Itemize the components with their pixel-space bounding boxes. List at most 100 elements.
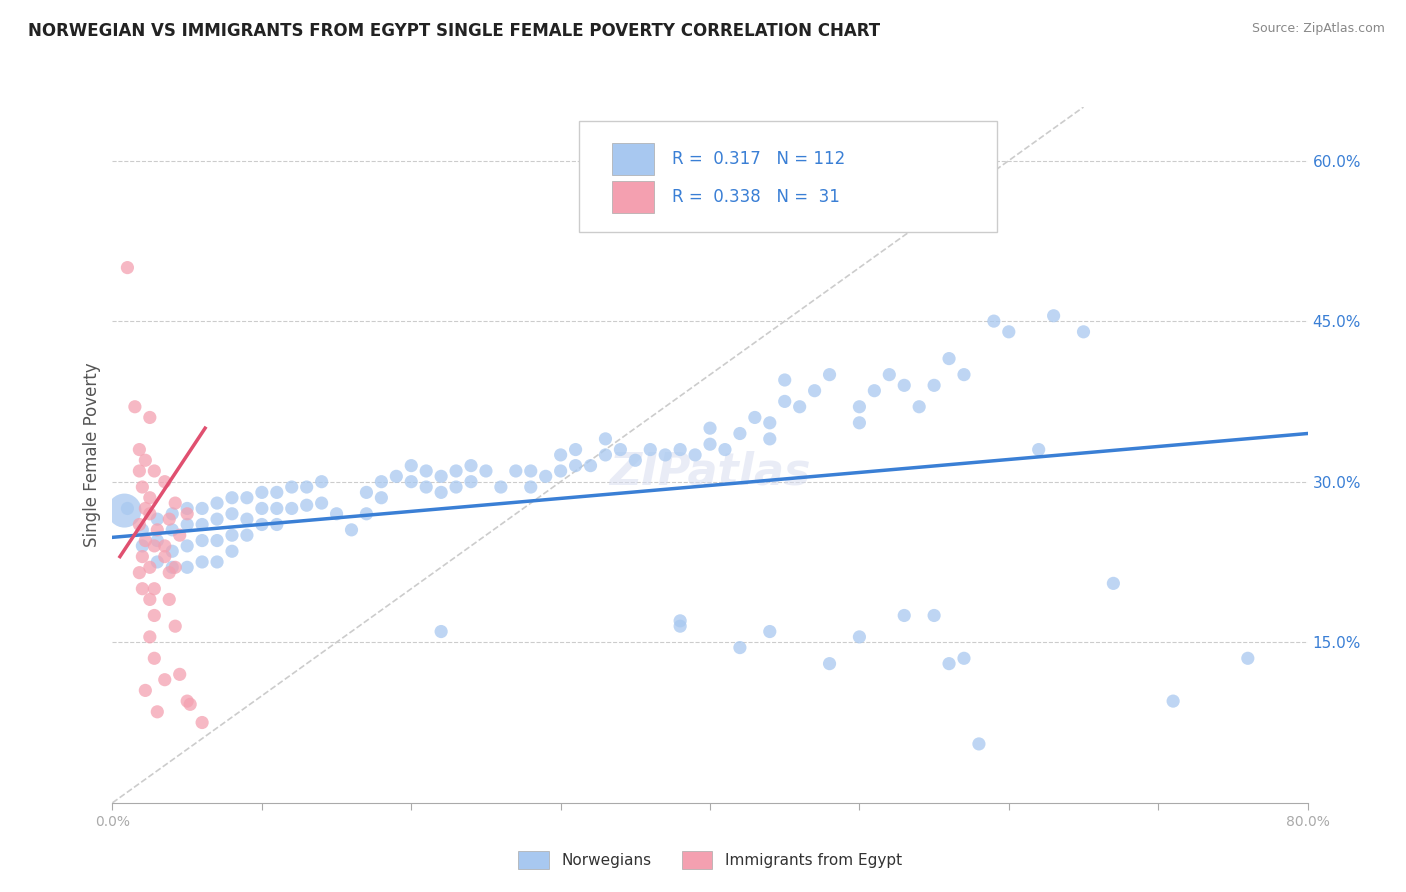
Point [153,549,176,564]
Point [281,501,304,516]
Point [162,523,183,537]
Point [848,400,870,414]
Point [250,517,273,532]
Point [146,555,169,569]
Point [169,667,191,681]
Point [430,624,453,639]
Point [773,373,796,387]
Point [998,325,1021,339]
Point [759,624,782,639]
Point [564,458,586,473]
Point [460,458,482,473]
Point [176,694,198,708]
Point [131,582,153,596]
Point [669,614,692,628]
Point [176,560,198,574]
Point [131,523,153,537]
FancyBboxPatch shape [579,121,997,232]
Point [370,491,392,505]
Point [311,475,333,489]
Point [139,507,162,521]
Point [893,378,915,392]
Point [146,705,169,719]
Point [550,448,572,462]
Point [669,442,692,457]
Point [714,442,737,457]
Point [191,555,214,569]
Point [117,260,139,275]
Point [922,378,945,392]
Point [654,448,676,462]
Point [124,400,146,414]
Point [759,432,782,446]
Point [953,651,976,665]
Point [803,384,825,398]
Point [356,485,378,500]
Point [1237,651,1260,665]
Bar [612,144,654,175]
Point [117,501,139,516]
Point [967,737,990,751]
Point [699,437,721,451]
Point [863,384,886,398]
Point [579,458,602,473]
Point [983,314,1005,328]
Point [564,442,586,457]
Point [221,507,243,521]
Point [489,480,512,494]
Point [938,657,960,671]
Point [922,608,945,623]
Point [165,560,187,574]
Point [340,523,363,537]
Point [728,426,751,441]
Point [162,544,183,558]
Point [236,512,259,526]
Point [191,715,214,730]
Point [139,560,162,574]
Point [505,464,527,478]
Point [266,517,288,532]
Point [143,539,166,553]
Point [205,496,228,510]
Point [877,368,901,382]
Point [430,469,453,483]
Point [143,582,166,596]
Point [153,539,176,553]
Point [638,442,662,457]
Point [191,501,214,516]
Point [205,512,228,526]
Point [131,480,153,494]
Point [818,657,841,671]
Point [295,498,318,512]
Point [162,560,183,574]
Point [595,448,617,462]
Point [281,480,304,494]
Point [139,410,162,425]
Point [250,485,273,500]
Point [295,480,318,494]
Point [157,566,180,580]
Point [169,528,191,542]
Point [266,501,288,516]
Point [162,507,183,521]
Point [1102,576,1125,591]
Point [609,442,631,457]
Legend: Norwegians, Immigrants from Egypt: Norwegians, Immigrants from Egypt [512,846,908,875]
Point [370,475,392,489]
Point [325,507,347,521]
Point [728,640,751,655]
Point [953,368,976,382]
Point [818,368,841,382]
Point [669,619,692,633]
Point [134,533,156,548]
Point [221,491,243,505]
Point [191,517,214,532]
Point [1161,694,1184,708]
Point [1042,309,1064,323]
Point [415,464,437,478]
Point [153,673,176,687]
Point [165,619,187,633]
Text: R =  0.338   N =  31: R = 0.338 N = 31 [672,188,839,206]
Point [128,566,150,580]
Point [401,475,423,489]
